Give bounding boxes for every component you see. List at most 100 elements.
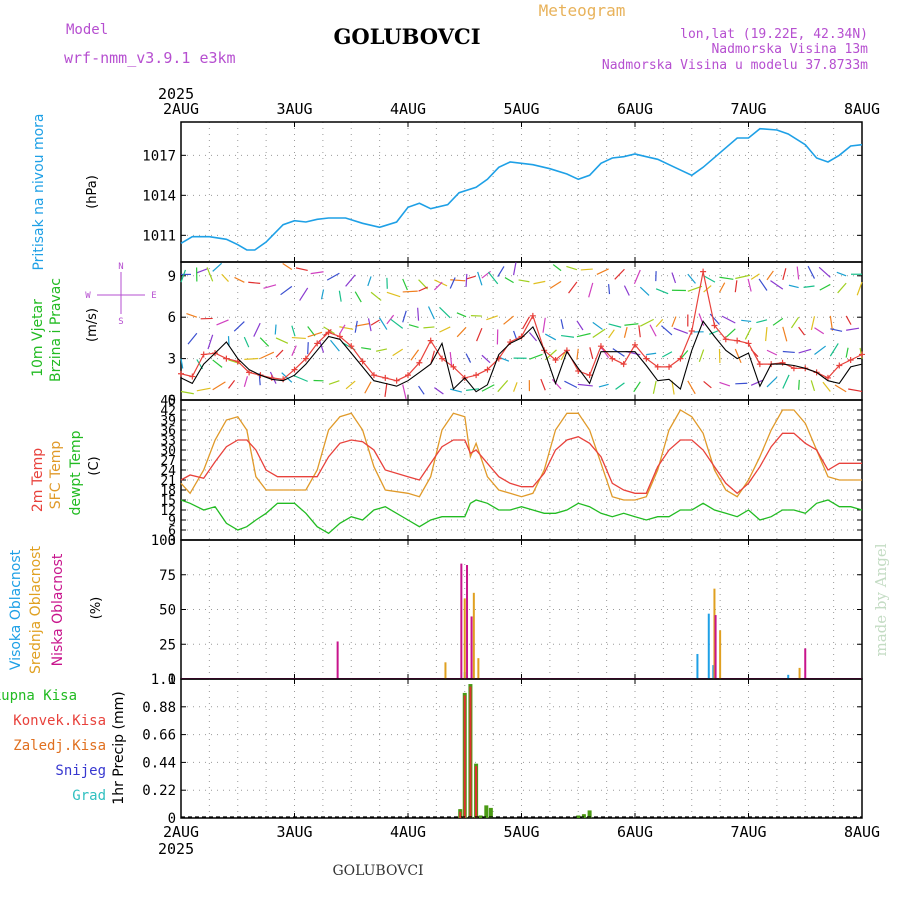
wind-arrow (465, 273, 468, 287)
gust-marker (405, 372, 411, 379)
wind-arrow (384, 382, 388, 397)
wind-arrow (846, 327, 860, 331)
wind-arrow (836, 271, 847, 277)
wind-arrow (259, 351, 275, 360)
wind-arrow (655, 288, 669, 295)
precip-panel: 0 0.22 0.44 0.66 0.88 1.1 (142, 672, 863, 827)
y-tick-label: 0.88 (142, 700, 176, 716)
wind-arrow (402, 310, 407, 323)
cloud-units: (%) (89, 597, 104, 620)
y-tick-label: 39 (160, 414, 176, 429)
wind-arrow (212, 262, 223, 272)
wind-arrow (837, 282, 847, 294)
wind-arrow (418, 385, 425, 395)
wind-arrow (521, 316, 530, 330)
temp-units: (C) (87, 456, 102, 475)
x-tick-label: 3AUG (276, 823, 312, 841)
wind-arrow (410, 349, 420, 361)
wind-arrow (810, 316, 816, 331)
wind-arrow (318, 340, 325, 353)
wind-arrow (392, 348, 404, 357)
precip-units: 1hr Precip (mm) (111, 691, 127, 804)
wind-arrow (829, 315, 834, 331)
gust-marker (586, 372, 593, 379)
wind-arrow (243, 376, 249, 387)
wind-arrow (338, 324, 346, 335)
gust-marker (246, 369, 253, 376)
wind-direction-legend: N S W E (85, 262, 156, 327)
x-tick-label: 8AUG (844, 100, 880, 118)
y-tick-label: 30 (160, 444, 176, 459)
wind-arrow (513, 382, 518, 392)
gust-marker (336, 333, 343, 340)
wind-arrow (750, 379, 764, 386)
wind-arrow (542, 317, 546, 333)
x-tick-label: 5AUG (503, 100, 539, 118)
y-tick-label: 3 (168, 352, 176, 368)
gust-marker (178, 370, 184, 377)
snow-legend: Snijeg (55, 763, 106, 779)
gust-marker (529, 312, 536, 319)
x-tick-label: 5AUG (503, 823, 539, 841)
wind-arrow (376, 348, 388, 352)
wind-arrow (782, 268, 787, 281)
precip-conv-bar (463, 695, 466, 818)
pressure-panel: 1011 1014 1017 (142, 121, 863, 263)
wind-legend-w: W (85, 291, 91, 301)
wind-arrow (671, 272, 677, 284)
wind-arrow (504, 277, 514, 284)
model-value: wrf-nmm_v3.9.1 e3km (64, 49, 236, 67)
gust-marker (632, 341, 638, 348)
y-tick-label: 1014 (142, 188, 176, 204)
x-tick-label: 7AUG (730, 100, 766, 118)
wind-arrow (614, 268, 625, 280)
wind-arrow (465, 388, 480, 391)
wind-arrow (450, 388, 463, 393)
wind-arrow (180, 269, 187, 283)
wind-arrow (291, 336, 306, 340)
wind-arrow (310, 271, 324, 275)
wind-arrow (600, 346, 610, 359)
y-tick-label: 9 (168, 269, 176, 285)
wind-arrow (734, 280, 738, 293)
wind-arrow (370, 319, 380, 326)
wind-arrow (339, 326, 354, 330)
wind-arrow (560, 319, 564, 330)
y-tick-label: 42 (160, 404, 176, 419)
y-tick-label: 25 (159, 637, 176, 653)
wind-speed-line (180, 320, 863, 393)
wind-arrow (418, 286, 428, 292)
x-tick-labels-bottom: 2AUG 3AUG 4AUG 5AUG 6AUG 7AUG 8AUG (163, 823, 880, 841)
wind-arrow (744, 327, 752, 340)
gust-marker (348, 343, 355, 350)
wind-arrow (747, 278, 752, 292)
wind-arrow (544, 333, 557, 341)
wind-arrow (673, 327, 688, 334)
model-elevation-label: Nadmorska Visina u modelu 37.8733m (602, 58, 868, 73)
wind-arrow (476, 327, 483, 342)
wind-arrow (646, 352, 657, 356)
wind-units: (m/s) (85, 308, 100, 342)
wind-arrow (196, 268, 208, 274)
gust-marker (291, 366, 298, 373)
cloud-low-bar (470, 616, 473, 679)
wind-arrow (497, 266, 505, 277)
wind-arrow (206, 267, 214, 282)
wind-arrow (782, 350, 795, 354)
wind-arrow (561, 334, 575, 338)
gust-marker (597, 343, 604, 350)
wind-arrow (788, 284, 799, 289)
wind-arrow (481, 384, 495, 392)
wind-arrow (328, 380, 340, 385)
precip-conv-bar (469, 686, 472, 818)
wind-panel: 0 3 6 9 (168, 261, 865, 409)
wind-arrow (766, 270, 774, 281)
wind-arrow (726, 328, 736, 338)
y-tick-label: 0 (168, 393, 176, 409)
cloud-mid-bar (444, 662, 447, 679)
wind-arrow (518, 279, 530, 283)
x-tick-label: 6AUG (617, 100, 653, 118)
wind-arrow (487, 271, 499, 285)
